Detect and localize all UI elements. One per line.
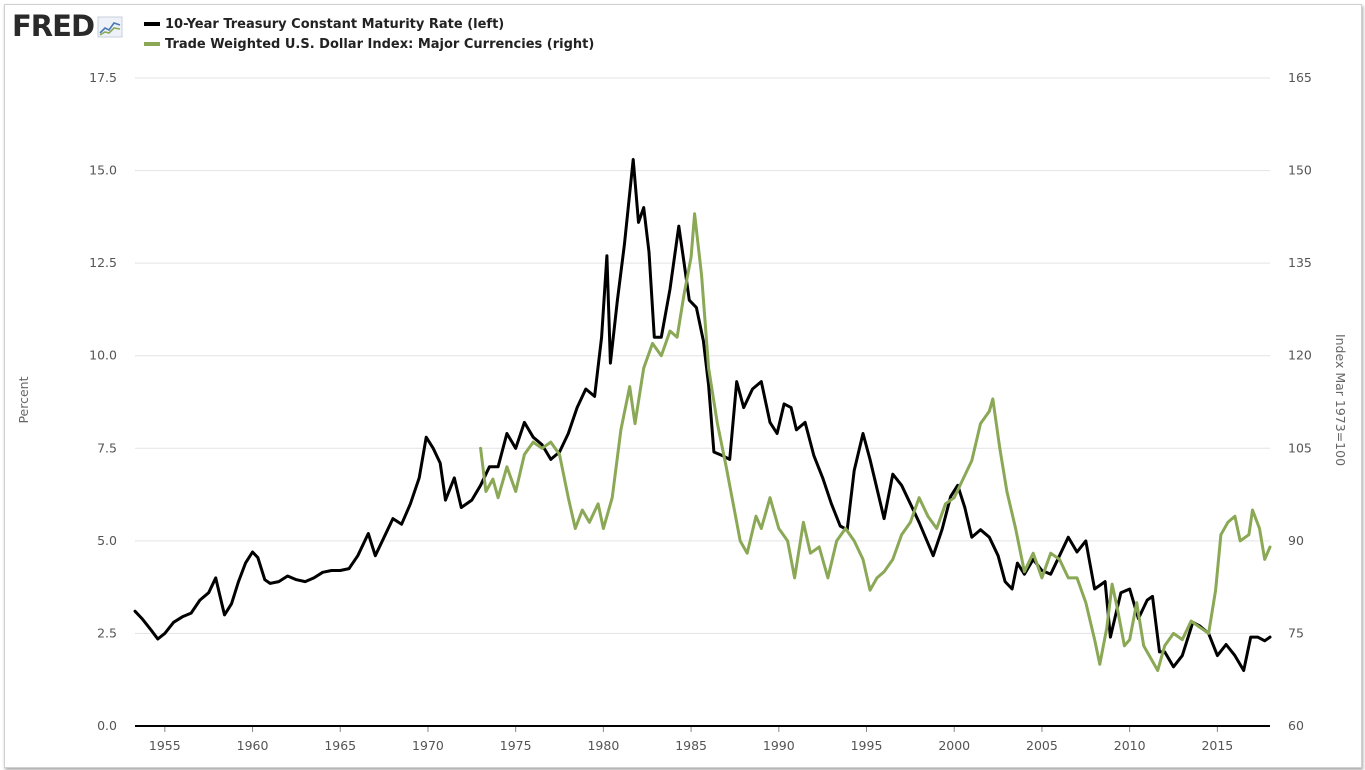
x-tick-label: 1960	[237, 738, 269, 753]
right-tick-label: 120	[1288, 348, 1312, 363]
right-tick-label: 135	[1288, 255, 1312, 270]
chart-legend: 10-Year Treasury Constant Maturity Rate …	[144, 14, 594, 54]
left-tick-label: 10.0	[89, 348, 117, 363]
x-tick-label: 1970	[412, 738, 444, 753]
right-axis-ticks: 60 75 90 105 120 135 150 165	[1288, 70, 1312, 733]
right-tick-label: 90	[1288, 533, 1304, 548]
legend-label-treasury: 10-Year Treasury Constant Maturity Rate …	[165, 16, 505, 32]
x-tick-label: 1975	[500, 738, 532, 753]
left-tick-label: 2.5	[97, 625, 117, 640]
fred-logo-text: FRED	[12, 9, 95, 43]
legend-swatch-treasury	[144, 22, 160, 26]
left-tick-label: 15.0	[89, 163, 117, 178]
legend-label-dollar-index: Trade Weighted U.S. Dollar Index: Major …	[165, 36, 595, 52]
legend-swatch-dollar-index	[144, 42, 160, 46]
gridlines	[135, 77, 1270, 634]
right-tick-label: 105	[1288, 440, 1312, 455]
left-tick-label: 12.5	[89, 255, 117, 270]
x-tick-label: 1990	[763, 738, 795, 753]
left-axis-ticks: 0.0 2.5 5.0 7.5 10.0 12.5 15.0 17.5	[89, 70, 117, 733]
left-tick-label: 17.5	[89, 70, 117, 85]
x-tick-label: 2005	[1026, 738, 1058, 753]
x-tick-label: 1965	[324, 738, 356, 753]
left-tick-label: 5.0	[97, 533, 117, 548]
legend-item-treasury[interactable]: 10-Year Treasury Constant Maturity Rate …	[144, 14, 594, 34]
x-tick-label: 1980	[587, 738, 619, 753]
right-tick-label: 75	[1288, 625, 1304, 640]
right-tick-label: 60	[1288, 718, 1304, 733]
left-tick-label: 7.5	[97, 440, 117, 455]
right-axis-title: Index Mar 1973=100	[1333, 334, 1348, 466]
chart-frame	[4, 4, 1362, 768]
x-tick-label: 1955	[149, 738, 181, 753]
x-axis-ticks: 1955 1960 1965 1970 1975 1980 1985 1990 1995 2000…	[149, 726, 1233, 753]
x-tick-label: 2000	[938, 738, 970, 753]
left-axis-title: Percent	[16, 376, 31, 423]
fred-logo[interactable]: FRED	[12, 12, 123, 41]
series-line-dollar-index[interactable]	[479, 212, 1272, 672]
x-tick-label: 1995	[851, 738, 883, 753]
series-line-treasury-rate[interactable]	[133, 158, 1272, 672]
x-tick-label: 2010	[1114, 738, 1146, 753]
left-tick-label: 0.0	[97, 718, 117, 733]
chart-icon	[97, 16, 123, 37]
right-tick-label: 150	[1288, 163, 1312, 178]
x-tick-label: 2015	[1201, 738, 1233, 753]
right-tick-label: 165	[1288, 70, 1312, 85]
series-lines	[133, 158, 1272, 672]
x-tick-label: 1985	[675, 738, 707, 753]
legend-item-dollar-index[interactable]: Trade Weighted U.S. Dollar Index: Major …	[144, 34, 594, 54]
